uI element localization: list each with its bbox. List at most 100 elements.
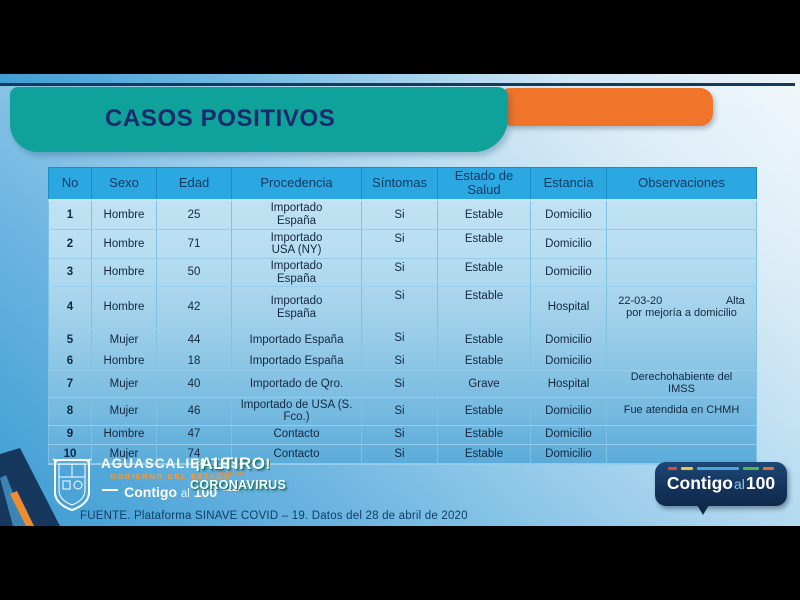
cell-estado-de-salud: Estable <box>437 443 531 465</box>
cell-sexo: Hombre <box>91 229 157 260</box>
cases-table: No Sexo Edad Procedencia Síntomas Estado de S… <box>48 166 757 465</box>
cell-observaciones <box>606 199 757 231</box>
gobierno-dash-left <box>102 489 119 491</box>
page-title: CASOS POSITIVOS <box>105 105 336 132</box>
cell-estancia: Domicilio <box>530 328 607 353</box>
cases-table-wrap: No Sexo Edad Procedencia Síntomas Estado de S… <box>48 166 757 465</box>
cell-no: 8 <box>48 396 92 426</box>
cell-estado-de-salud: Estable <box>437 286 531 330</box>
corner-ribbon-decoration <box>0 448 60 526</box>
cell-procedencia: Importado de Qro. <box>231 370 362 398</box>
altiro-coronavirus-logo: ¡ALTIRO! CON EL CORONAVIRUS <box>190 454 286 492</box>
cell-edad: 25 <box>156 199 232 231</box>
cell-edad: 47 <box>156 424 232 445</box>
cell-estado-de-salud: Estable <box>437 424 531 445</box>
cell-sintomas: Si <box>361 424 438 445</box>
cell-edad: 40 <box>156 370 232 398</box>
column-header-procedencia: Procedencia <box>231 166 362 201</box>
slide: CASOS POSITIVOS No Sexo Edad Procedencia Sín… <box>0 74 800 526</box>
column-header-edad: Edad <box>156 166 232 201</box>
column-header-estancia: Estancia <box>530 166 607 201</box>
cell-estado-de-salud: Estable <box>437 229 531 260</box>
cell-edad: 50 <box>156 258 232 288</box>
cell-sexo: Mujer <box>91 370 157 398</box>
cell-estancia: Domicilio <box>530 424 607 445</box>
cell-edad: 71 <box>156 229 232 260</box>
letterbox-top <box>0 0 800 74</box>
cell-observaciones: 22-03-20 Alta por mejoría a domicilio <box>606 286 757 330</box>
cell-estado-de-salud: Estable <box>437 258 531 288</box>
letterbox-bottom <box>0 526 800 600</box>
gobierno-subtitle: GOBIERNO DEL ESTADO <box>110 472 232 481</box>
table-row: 2 Hombre 71 Importado USA (NY) Si Estable Domi… <box>48 229 757 260</box>
cell-edad: 42 <box>156 286 232 330</box>
cell-sintomas: Si <box>361 396 438 426</box>
cell-edad: 18 <box>156 351 232 372</box>
cell-observaciones: Derechohabiente del IMSS <box>606 370 757 398</box>
cell-estado-de-salud: Estable <box>437 396 531 426</box>
cell-estancia: Hospital <box>530 286 607 330</box>
cell-no: 3 <box>48 258 92 288</box>
cell-estado-de-salud: Estable <box>437 351 531 372</box>
cell-observaciones: Fue atendida en CHMH <box>606 396 757 426</box>
cell-sexo: Hombre <box>91 424 157 445</box>
gobierno-name: AGUASCALIENTES <box>101 456 241 471</box>
gobierno-contigo-text: Contigo al 100 <box>124 484 218 500</box>
cell-procedencia: Importado España <box>231 286 362 330</box>
cell-sintomas: Si <box>361 229 438 260</box>
cell-observaciones <box>606 351 757 372</box>
cell-sintomas: Si <box>361 328 438 353</box>
altiro-con-el: CON EL <box>219 472 247 478</box>
table-row: 6 Hombre 18 Importado España Si Estable Domici… <box>48 351 757 372</box>
cell-sexo: Hombre <box>91 286 157 330</box>
cell-sexo: Hombre <box>91 199 157 231</box>
cell-sexo: Hombre <box>91 351 157 372</box>
dash-blue <box>697 467 739 470</box>
cell-estancia: Domicilio <box>530 229 607 260</box>
column-header-no: No <box>48 166 92 201</box>
table-row: 7 Mujer 40 Importado de Qro. Si Grave Hospital… <box>48 370 757 398</box>
cell-procedencia: Contacto <box>231 424 362 445</box>
cell-no: 2 <box>48 229 92 260</box>
altiro-title: ¡ALTIRO! <box>195 454 271 473</box>
top-gradient-strip <box>0 74 800 83</box>
cell-procedencia: Importado España <box>231 328 362 353</box>
cell-edad: 44 <box>156 328 232 353</box>
column-header-observaciones: Observaciones <box>606 166 757 201</box>
navy-divider-line <box>0 83 795 86</box>
table-header-row: No Sexo Edad Procedencia Síntomas Estado de S… <box>48 166 757 201</box>
cell-edad: 46 <box>156 396 232 426</box>
cell-sintomas: Si <box>361 370 438 398</box>
gobierno-dash-right <box>223 489 240 491</box>
cell-observaciones <box>606 229 757 260</box>
badge-text: Contigoal100 <box>666 473 776 493</box>
source-footnote: FUENTE. Plataforma SINAVE COVID – 19. Da… <box>80 510 468 522</box>
cell-sintomas: Si <box>361 286 438 330</box>
cell-estado-de-salud: Estable <box>437 328 531 353</box>
table-row: 5 Mujer 44 Importado España Si Estable Domicil… <box>48 328 757 353</box>
contigo-al-100-badge: Contigoal100 <box>655 462 787 515</box>
table-row: 3 Hombre 50 Importado España Si Estable Domici… <box>48 258 757 288</box>
cell-procedencia: Contacto <box>231 443 362 465</box>
cell-observaciones <box>606 424 757 445</box>
cell-estancia: Domicilio <box>530 443 607 465</box>
cell-procedencia: Importado USA (NY) <box>231 229 362 260</box>
cell-no: 7 <box>48 370 92 398</box>
cell-no: 4 <box>48 286 92 330</box>
cell-estancia: Domicilio <box>530 351 607 372</box>
cell-sintomas: Si <box>361 199 438 231</box>
cell-estancia: Domicilio <box>530 199 607 231</box>
cell-sintomas: Si <box>361 351 438 372</box>
cell-no: 1 <box>48 199 92 231</box>
column-header-sexo: Sexo <box>91 166 157 201</box>
table-row: 1 Hombre 25 Importado España Si Estable Domici… <box>48 199 757 231</box>
cell-procedencia: Importado España <box>231 351 362 372</box>
column-header-sintomas: Síntomas <box>361 166 438 201</box>
cell-sintomas: Si <box>361 258 438 288</box>
gobierno-logo: AGUASCALIENTES GOBIERNO DEL ESTADO Conti… <box>52 456 240 512</box>
column-header-estado-de-salud: Estado de Salud <box>437 166 531 201</box>
cell-no: 9 <box>48 424 92 445</box>
cell-sexo: Mujer <box>91 328 157 353</box>
cell-sexo: Mujer <box>91 396 157 426</box>
title-banner-orange <box>500 88 713 126</box>
